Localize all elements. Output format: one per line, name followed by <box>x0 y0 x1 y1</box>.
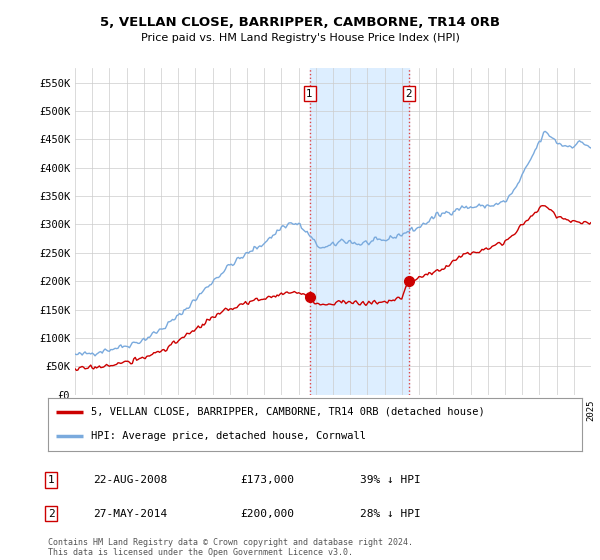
Text: Price paid vs. HM Land Registry's House Price Index (HPI): Price paid vs. HM Land Registry's House … <box>140 32 460 43</box>
Text: 27-MAY-2014: 27-MAY-2014 <box>93 508 167 519</box>
Text: 39% ↓ HPI: 39% ↓ HPI <box>360 475 421 485</box>
Text: 2: 2 <box>47 508 55 519</box>
Text: 2: 2 <box>406 89 412 99</box>
Text: 1: 1 <box>306 89 313 99</box>
Text: 28% ↓ HPI: 28% ↓ HPI <box>360 508 421 519</box>
Text: £200,000: £200,000 <box>240 508 294 519</box>
Text: 5, VELLAN CLOSE, BARRIPPER, CAMBORNE, TR14 0RB: 5, VELLAN CLOSE, BARRIPPER, CAMBORNE, TR… <box>100 16 500 29</box>
Text: 1: 1 <box>47 475 55 485</box>
Text: Contains HM Land Registry data © Crown copyright and database right 2024.
This d: Contains HM Land Registry data © Crown c… <box>48 538 413 557</box>
Text: £173,000: £173,000 <box>240 475 294 485</box>
Text: 5, VELLAN CLOSE, BARRIPPER, CAMBORNE, TR14 0RB (detached house): 5, VELLAN CLOSE, BARRIPPER, CAMBORNE, TR… <box>91 407 484 417</box>
Text: 22-AUG-2008: 22-AUG-2008 <box>93 475 167 485</box>
Text: HPI: Average price, detached house, Cornwall: HPI: Average price, detached house, Corn… <box>91 431 366 441</box>
Bar <box>310 68 409 395</box>
